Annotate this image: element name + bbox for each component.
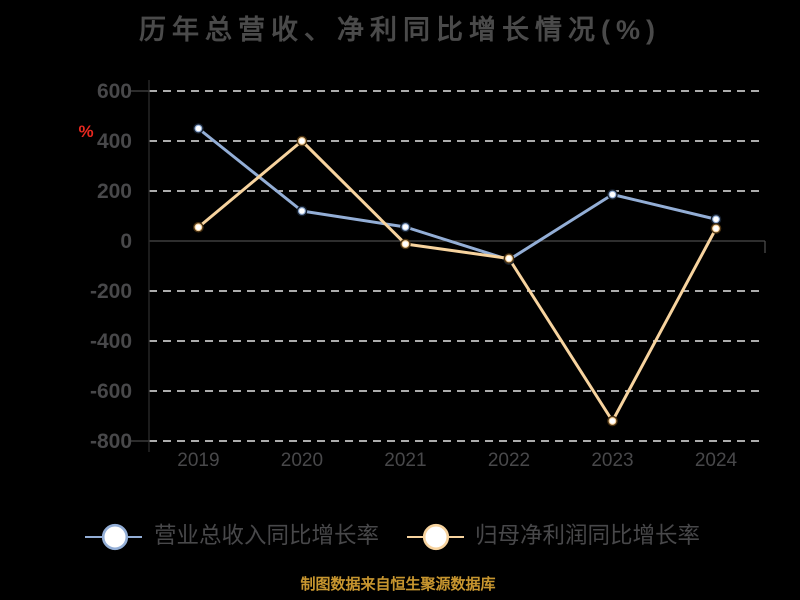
- svg-text:0: 0: [120, 230, 132, 253]
- svg-text:-400: -400: [90, 330, 132, 353]
- svg-text:营业总收入同比增长率: 营业总收入同比增长率: [154, 523, 379, 548]
- svg-text:%: %: [78, 122, 93, 141]
- svg-text:2023: 2023: [591, 450, 633, 471]
- svg-text:2019: 2019: [177, 450, 219, 471]
- svg-text:2020: 2020: [281, 450, 323, 471]
- svg-text:400: 400: [97, 130, 132, 153]
- svg-text:-600: -600: [90, 380, 132, 403]
- svg-text:归母净利润同比增长率: 归母净利润同比增长率: [475, 523, 700, 548]
- svg-text:200: 200: [97, 180, 132, 203]
- svg-text:-800: -800: [90, 430, 132, 453]
- svg-text:2022: 2022: [488, 450, 530, 471]
- svg-text:-200: -200: [90, 280, 132, 303]
- svg-text:制图数据来自恒生聚源数据库: 制图数据来自恒生聚源数据库: [300, 575, 495, 593]
- svg-text:2021: 2021: [384, 450, 426, 471]
- svg-text:600: 600: [97, 80, 132, 103]
- svg-text:2024: 2024: [695, 450, 738, 471]
